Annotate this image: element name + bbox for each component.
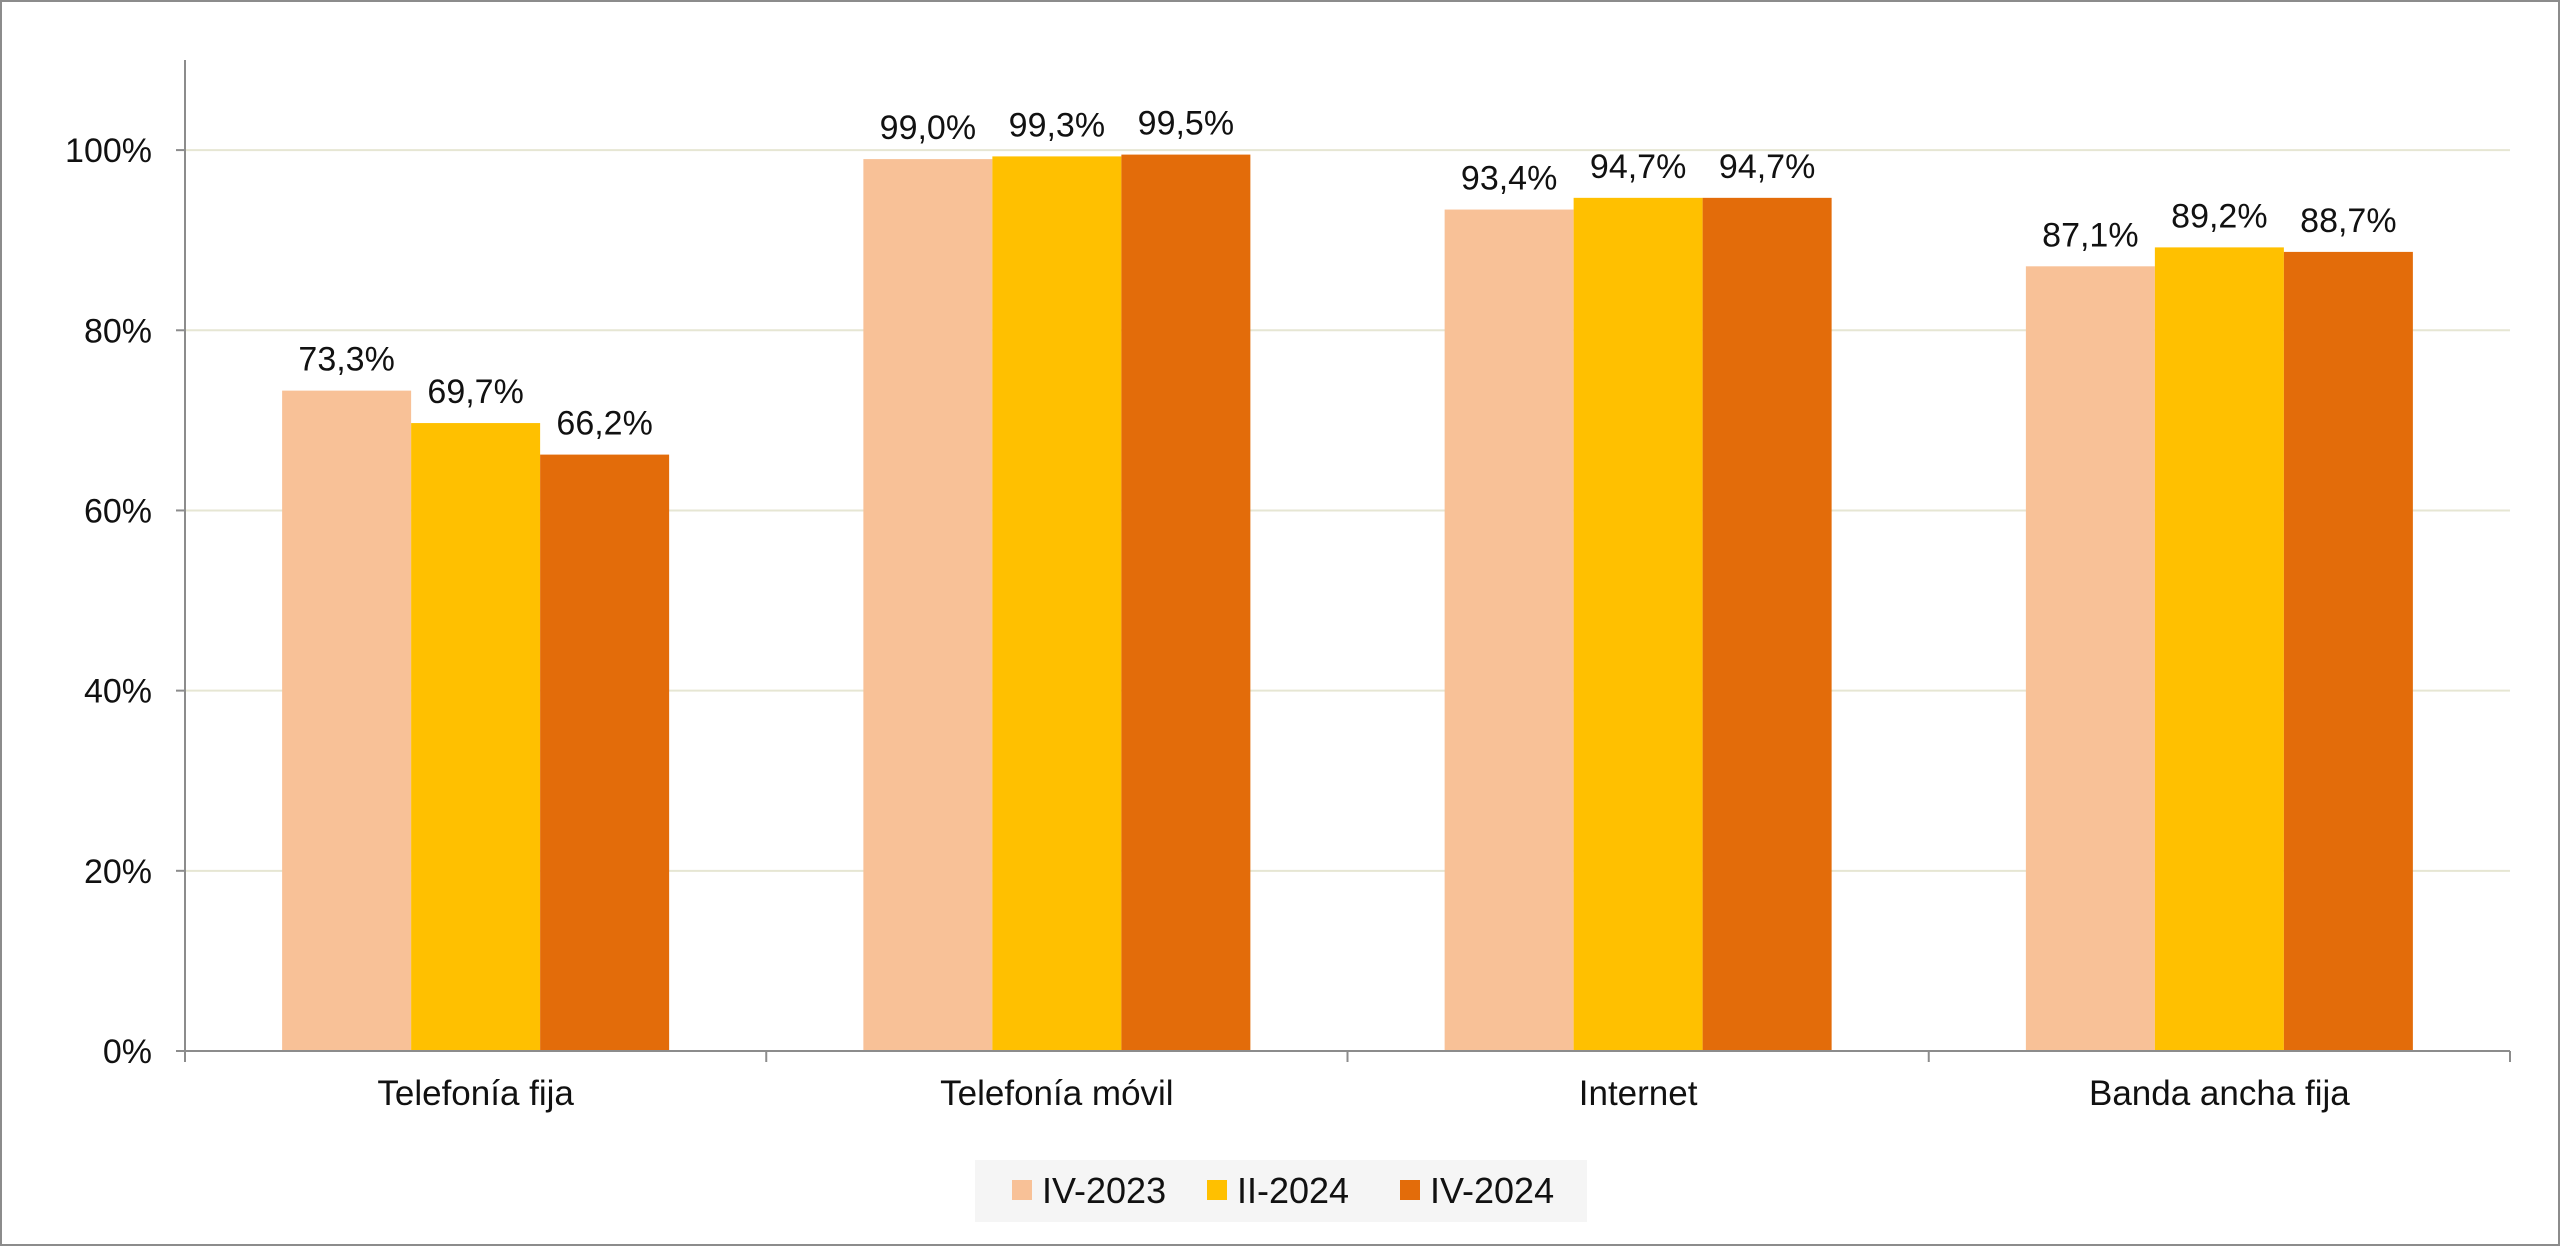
data-label: 73,3% <box>298 341 394 379</box>
legend-swatch <box>1400 1180 1420 1200</box>
data-label: 93,4% <box>1461 160 1557 198</box>
y-tick-label: 0% <box>103 1033 152 1071</box>
axis-ticks: 0% 20% 40% 60% 80% 100% Telefonía fija Telefoní… <box>65 132 2511 1113</box>
data-label: 99,0% <box>880 109 976 147</box>
bar <box>2154 247 2284 1051</box>
data-labels: 73,3% 69,7% 66,2% 99,0% 99,3% 99,5% 93,4% 94,7%… <box>298 105 2396 443</box>
x-category-label: Internet <box>1579 1074 1698 1113</box>
data-label: 89,2% <box>2171 197 2267 235</box>
data-label: 66,2% <box>556 405 652 443</box>
bar <box>2025 266 2155 1051</box>
x-category-label: Banda ancha fija <box>2089 1074 2350 1113</box>
bar <box>2283 251 2413 1052</box>
bar <box>1444 209 1574 1051</box>
bar <box>1702 197 1832 1051</box>
data-label: 88,7% <box>2300 202 2396 240</box>
bar <box>1573 197 1703 1051</box>
data-label: 94,7% <box>1590 148 1686 186</box>
bar <box>540 454 670 1052</box>
y-tick-label: 20% <box>84 853 152 891</box>
legend-label: IV-2024 <box>1430 1170 1554 1211</box>
legend-label: II-2024 <box>1237 1170 1349 1211</box>
y-tick-label: 40% <box>84 673 152 711</box>
legend: IV-2023 II-2024 IV-2024 <box>975 1160 1587 1222</box>
bar <box>411 423 541 1051</box>
data-label: 87,1% <box>2042 216 2138 254</box>
bar <box>863 159 993 1052</box>
bar <box>282 390 412 1051</box>
legend-label: IV-2023 <box>1042 1170 1166 1211</box>
bar <box>992 156 1122 1051</box>
bars <box>282 154 2413 1052</box>
bar <box>1121 154 1251 1051</box>
data-label: 94,7% <box>1719 148 1815 186</box>
data-label: 99,3% <box>1009 106 1105 144</box>
legend-swatch <box>1207 1180 1227 1200</box>
legend-background <box>975 1160 1587 1222</box>
legend-swatch <box>1012 1180 1032 1200</box>
y-tick-label: 100% <box>65 132 152 170</box>
y-tick-label: 60% <box>84 492 152 530</box>
y-tick-label: 80% <box>84 312 152 350</box>
data-label: 69,7% <box>427 373 523 411</box>
x-category-label: Telefonía fija <box>377 1074 574 1113</box>
data-label: 99,5% <box>1138 105 1234 143</box>
x-category-label: Telefonía móvil <box>940 1074 1173 1113</box>
